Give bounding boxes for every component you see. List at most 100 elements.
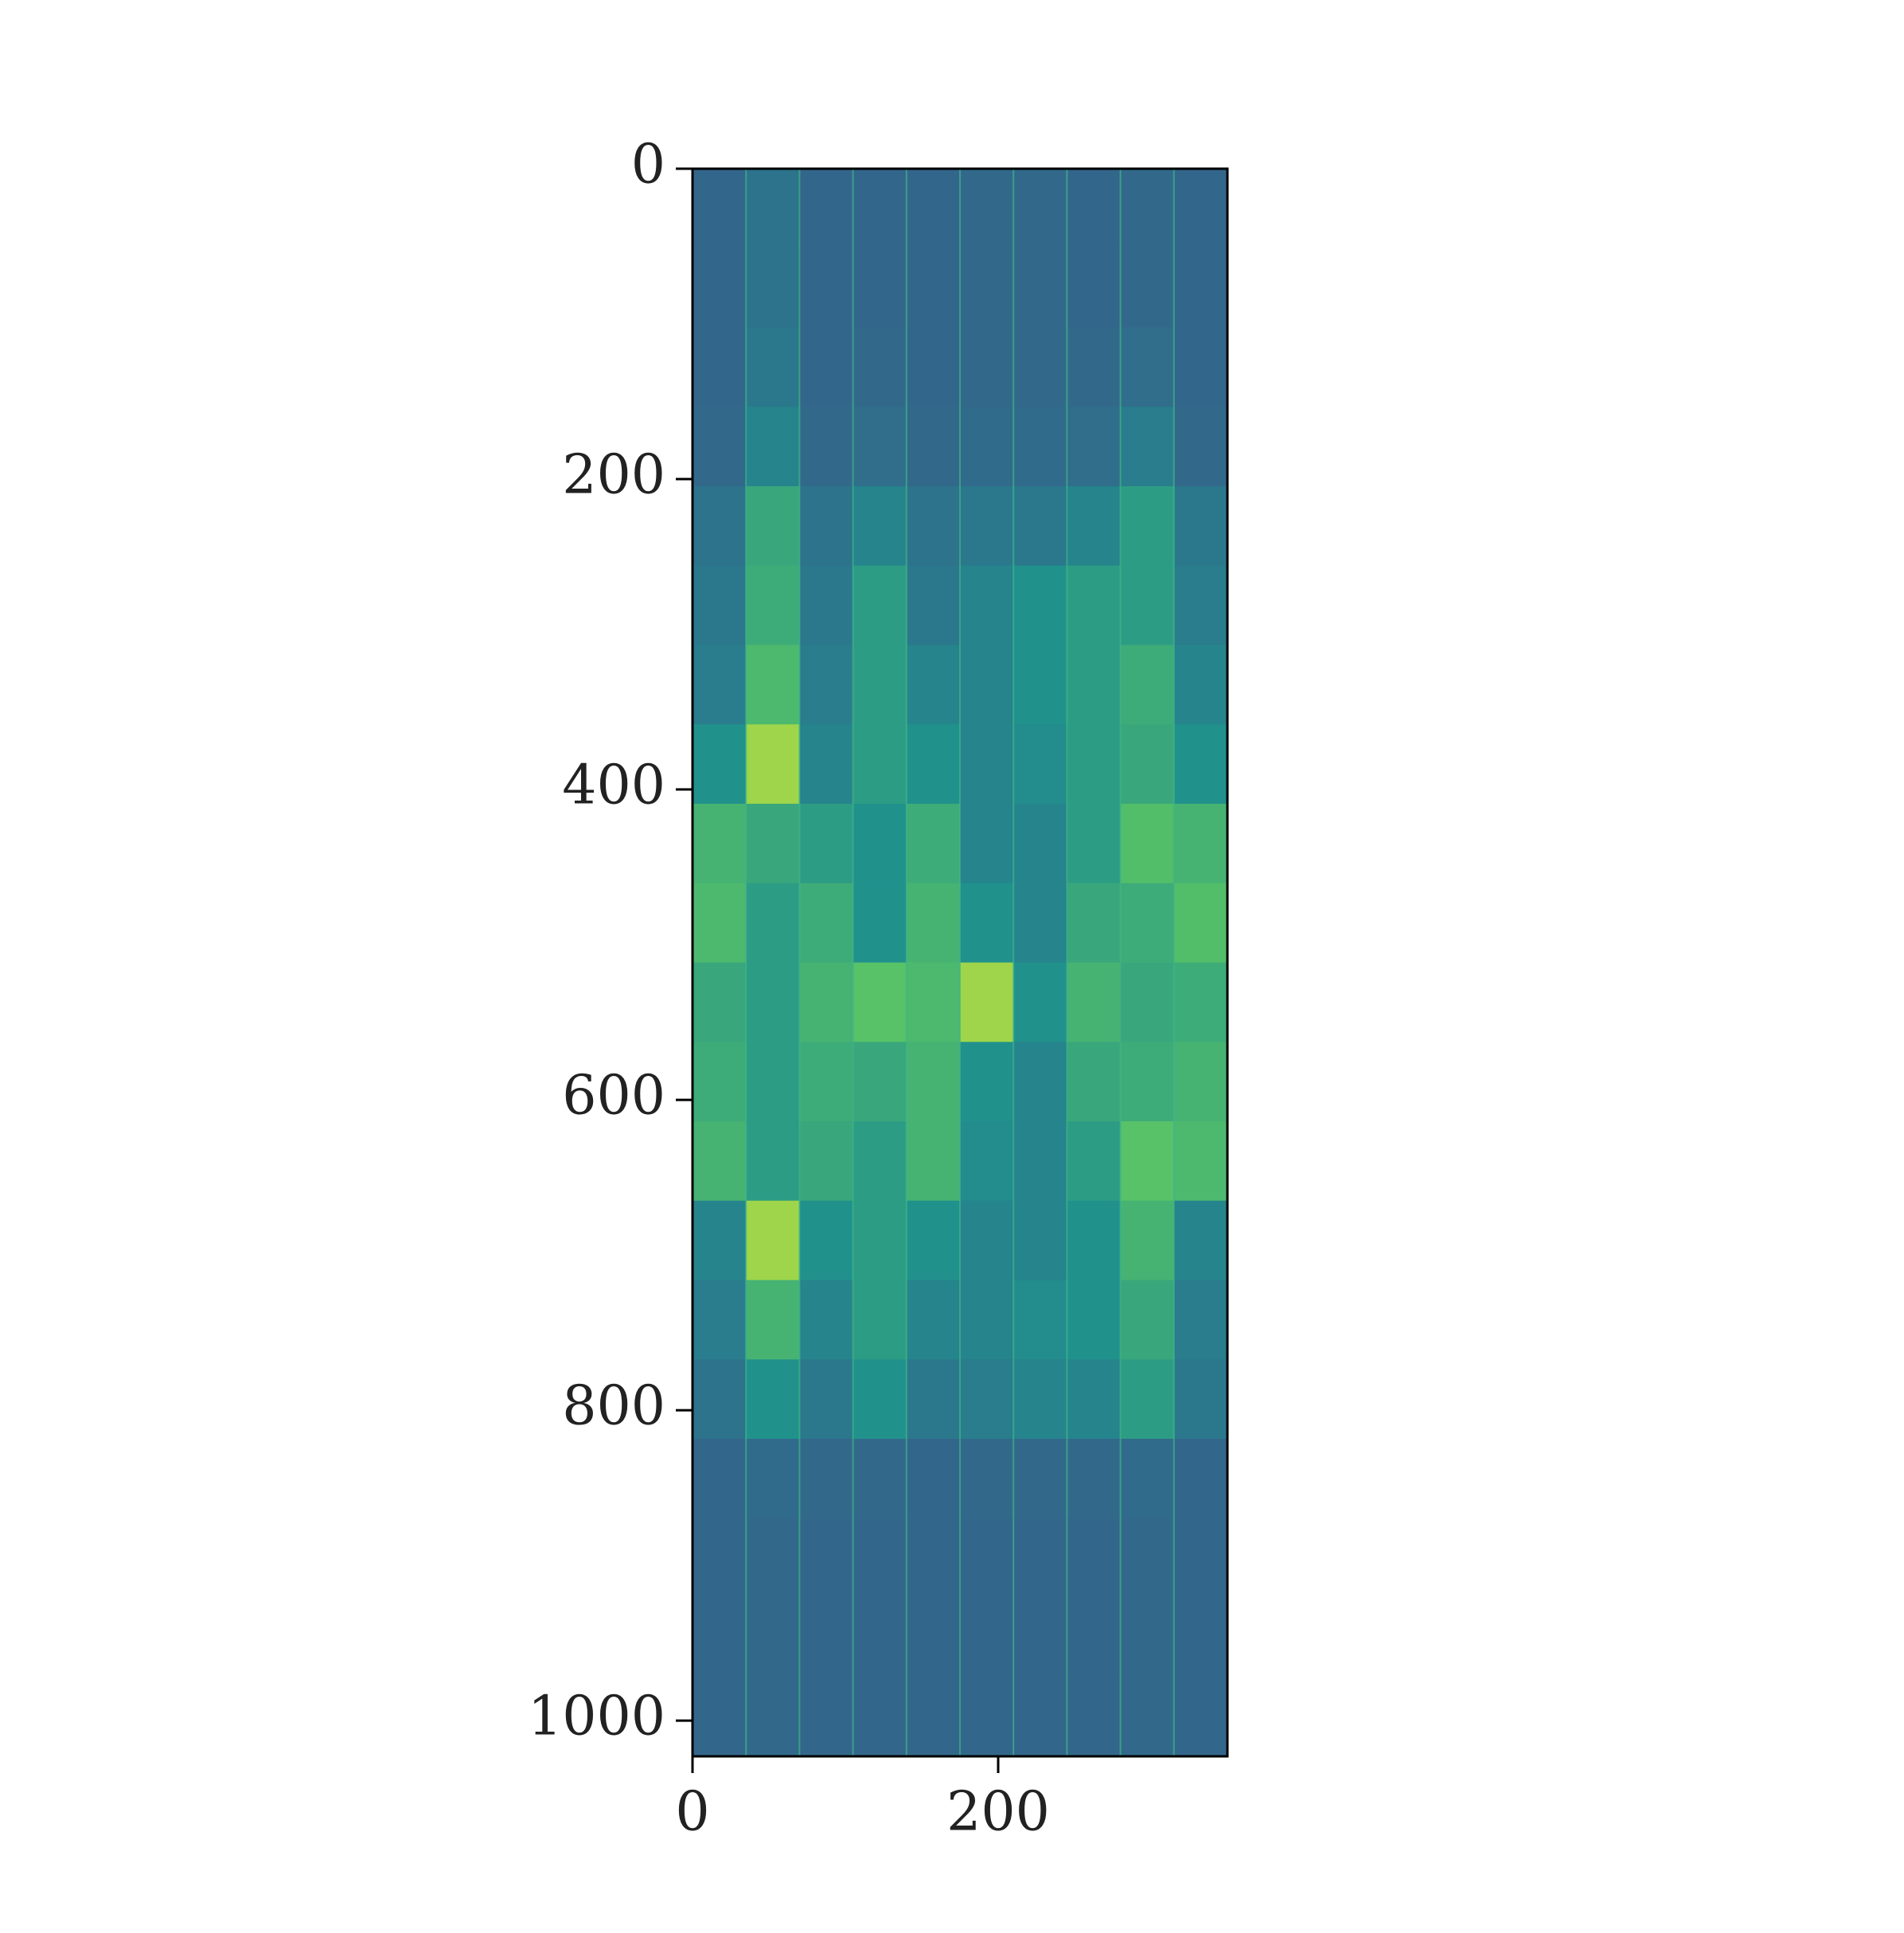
heatmap-cell bbox=[853, 883, 907, 963]
heatmap-cell bbox=[799, 169, 854, 249]
heatmap-cell bbox=[853, 247, 907, 328]
heatmap-cell bbox=[746, 1200, 800, 1280]
y-tick-label: 800 bbox=[562, 1375, 665, 1438]
heatmap-cell bbox=[1067, 724, 1122, 805]
heatmap-cell bbox=[853, 1200, 907, 1280]
heatmap-cell bbox=[693, 169, 747, 249]
heatmap-cell bbox=[693, 1597, 747, 1678]
heatmap-cell bbox=[906, 1042, 961, 1122]
heatmap-cell bbox=[693, 1200, 747, 1280]
heatmap-cell bbox=[799, 247, 854, 328]
y-tick-label: 0 bbox=[631, 134, 665, 197]
heatmap-cell bbox=[1013, 169, 1067, 249]
heatmap-cell bbox=[693, 407, 747, 487]
heatmap-cell bbox=[746, 1677, 800, 1757]
heatmap-cell bbox=[1013, 962, 1067, 1042]
heatmap-cell bbox=[746, 1439, 800, 1519]
heatmap-cell bbox=[799, 486, 854, 567]
heatmap-cell bbox=[853, 1439, 907, 1519]
heatmap-cell bbox=[1067, 1677, 1122, 1757]
heatmap-cell bbox=[746, 1280, 800, 1360]
heatmap-cell bbox=[1120, 1359, 1175, 1440]
heatmap-cell bbox=[960, 1359, 1014, 1440]
x-tick-label: 200 bbox=[946, 1781, 1050, 1844]
heatmap-cell bbox=[1067, 169, 1122, 249]
heatmap-cell bbox=[693, 883, 747, 963]
heatmap-cell bbox=[1173, 247, 1228, 328]
heatmap-cell bbox=[746, 724, 800, 805]
heatmap-cell bbox=[1013, 883, 1067, 963]
heatmap-cell bbox=[906, 1200, 961, 1280]
heatmap-cell bbox=[799, 883, 854, 963]
heatmap-cell bbox=[1120, 1200, 1175, 1280]
heatmap-cell bbox=[1013, 1042, 1067, 1122]
heatmap-cell bbox=[1173, 169, 1228, 249]
heatmap-cell bbox=[906, 883, 961, 963]
heatmap-cell bbox=[960, 1280, 1014, 1360]
heatmap-cell bbox=[906, 565, 961, 645]
heatmap-cell bbox=[1120, 1280, 1175, 1360]
heatmap-cell bbox=[853, 724, 907, 805]
heatmap-cell bbox=[799, 1597, 854, 1678]
heatmap-cell bbox=[693, 804, 747, 884]
heatmap-cell bbox=[746, 804, 800, 884]
heatmap-cell bbox=[853, 1677, 907, 1757]
heatmap-cell bbox=[799, 565, 854, 645]
heatmap-cell bbox=[960, 169, 1014, 249]
heatmap-cell bbox=[1120, 883, 1175, 963]
heatmap-cell bbox=[1120, 247, 1175, 328]
heatmap-cell bbox=[799, 1359, 854, 1440]
heatmap-cell bbox=[1067, 486, 1122, 567]
heatmap-cell bbox=[693, 1280, 747, 1360]
plot-frame bbox=[691, 167, 1229, 1758]
heatmap-cell bbox=[906, 169, 961, 249]
heatmap-cell bbox=[906, 1121, 961, 1202]
heatmap-cell bbox=[1173, 486, 1228, 567]
heatmap-cell bbox=[853, 1121, 907, 1202]
heatmap-cell bbox=[906, 407, 961, 487]
heatmap-cell bbox=[746, 169, 800, 249]
heatmap-cell bbox=[1013, 247, 1067, 328]
heatmap-cell bbox=[906, 804, 961, 884]
heatmap-cell bbox=[1120, 1597, 1175, 1678]
heatmap-cell bbox=[799, 327, 854, 407]
heatmap-cell bbox=[960, 883, 1014, 963]
heatmap-cell bbox=[853, 1359, 907, 1440]
heatmap-cell bbox=[1120, 724, 1175, 805]
heatmap-cell bbox=[1120, 327, 1175, 407]
heatmap-cell bbox=[1013, 1518, 1067, 1598]
y-tick-label: 600 bbox=[562, 1065, 665, 1128]
y-tick-label: 1000 bbox=[528, 1686, 665, 1748]
heatmap-cell bbox=[1173, 645, 1228, 725]
heatmap-cell bbox=[1173, 962, 1228, 1042]
heatmap-cell bbox=[960, 1677, 1014, 1757]
heatmap-cell bbox=[853, 486, 907, 567]
heatmap-cell bbox=[1120, 1677, 1175, 1757]
heatmap-cell bbox=[1067, 804, 1122, 884]
heatmap-cell bbox=[1173, 565, 1228, 645]
heatmap-cell bbox=[906, 724, 961, 805]
heatmap-cell bbox=[960, 327, 1014, 407]
heatmap-cell bbox=[960, 407, 1014, 487]
heatmap-cell bbox=[1120, 486, 1175, 567]
heatmap-cell bbox=[1120, 1518, 1175, 1598]
heatmap-cell bbox=[799, 1439, 854, 1519]
heatmap-cell bbox=[1067, 407, 1122, 487]
column-separators bbox=[745, 169, 1175, 1756]
heatmap-cell bbox=[1173, 724, 1228, 805]
heatmap-cell bbox=[799, 1121, 854, 1202]
heatmap-cell bbox=[853, 407, 907, 487]
heatmap-cell bbox=[906, 962, 961, 1042]
heatmap-cell bbox=[853, 169, 907, 249]
heatmap-cell bbox=[1013, 565, 1067, 645]
heatmap-cell bbox=[906, 1280, 961, 1360]
heatmap-cell bbox=[1013, 1280, 1067, 1360]
heatmap-cell bbox=[1120, 645, 1175, 725]
heatmap-cell bbox=[906, 1597, 961, 1678]
heatmap-cell bbox=[1173, 883, 1228, 963]
heatmap-cell bbox=[693, 1518, 747, 1598]
heatmap-cell bbox=[1067, 1200, 1122, 1280]
heatmap-cell bbox=[853, 1280, 907, 1360]
heatmap-cell bbox=[960, 1518, 1014, 1598]
heatmap-cell bbox=[1067, 883, 1122, 963]
